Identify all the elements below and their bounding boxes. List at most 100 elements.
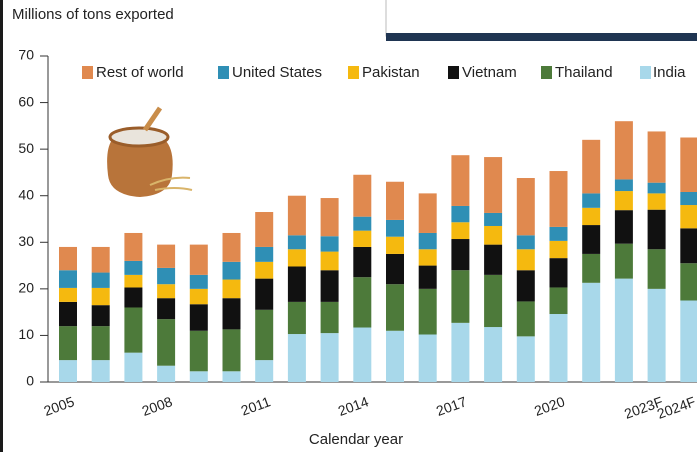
bar-segment xyxy=(320,270,339,302)
bar-segment xyxy=(680,263,697,301)
y-tick-label: 60 xyxy=(18,93,34,109)
bar-segment xyxy=(582,193,601,208)
bar-segment xyxy=(91,305,110,327)
bar-segment xyxy=(549,240,568,259)
bar-segment xyxy=(353,327,372,382)
bar-segment xyxy=(516,249,535,271)
legend-label: Vietnam xyxy=(462,64,517,81)
bar-segment xyxy=(353,230,372,247)
x-tick-label: 2024F xyxy=(655,393,697,422)
bar-segment xyxy=(451,239,470,271)
bar-segment xyxy=(255,261,274,279)
bar-segment xyxy=(124,232,143,261)
legend-swatch xyxy=(448,66,459,79)
bar-segment xyxy=(255,246,274,262)
bar-segment xyxy=(59,270,77,288)
bar-segment xyxy=(451,222,470,240)
bar-segment xyxy=(386,219,404,237)
bar-segment xyxy=(386,330,404,382)
y-tick-label: 30 xyxy=(18,233,34,249)
bar-segment xyxy=(222,371,241,382)
y-tick-label: 0 xyxy=(26,373,34,389)
bar-segment xyxy=(516,270,535,302)
overlay-bar xyxy=(386,33,697,41)
bar-segment xyxy=(287,266,306,302)
bar-segment xyxy=(614,243,633,279)
bar-segment xyxy=(614,121,633,180)
bar-segment xyxy=(320,236,339,252)
bar-segment xyxy=(549,314,568,382)
bar-segment xyxy=(418,193,437,233)
bar-segment xyxy=(418,232,437,250)
bar-segment xyxy=(124,307,143,353)
bar-segment xyxy=(91,246,110,273)
x-axis-title: Calendar year xyxy=(309,431,403,448)
bar-segment xyxy=(59,287,77,302)
bar-segment xyxy=(189,330,208,372)
bar-segment xyxy=(157,319,176,366)
bar-segment xyxy=(680,205,697,229)
bar-segment xyxy=(353,277,372,328)
bar-segment xyxy=(647,131,666,183)
legend-label: Thailand xyxy=(555,64,613,81)
bar-segment xyxy=(222,298,241,330)
bar-segment xyxy=(582,139,601,194)
bar-segment xyxy=(222,232,241,262)
bar-segment xyxy=(91,287,110,306)
bar-segment xyxy=(451,155,470,206)
rice-sack xyxy=(107,106,193,197)
legend-swatch xyxy=(218,66,229,79)
bar-segment xyxy=(124,274,143,288)
bar-segment xyxy=(353,246,372,278)
bar-segment xyxy=(189,288,208,305)
bar-segment xyxy=(549,226,568,241)
bar-segment xyxy=(516,301,535,337)
bar-segment xyxy=(189,244,208,275)
bar-segment xyxy=(287,301,306,335)
bar-segment xyxy=(91,360,110,382)
bar-segment xyxy=(157,365,176,382)
bar-segment xyxy=(91,326,110,361)
bar-segment xyxy=(59,360,77,382)
x-tick-label: 2005 xyxy=(42,393,77,419)
bar-segment xyxy=(418,288,437,335)
bar-segment xyxy=(484,225,503,245)
bar-segment xyxy=(484,244,503,275)
bar-segment xyxy=(287,195,306,236)
bar-segment xyxy=(647,182,666,194)
bar-segment xyxy=(124,287,143,308)
overlay-box xyxy=(385,0,697,37)
bar-segment xyxy=(189,304,208,331)
bar-segment xyxy=(418,334,437,382)
bar-segment xyxy=(386,181,404,220)
y-tick-label: 50 xyxy=(18,140,34,156)
bar-segment xyxy=(222,261,241,280)
bar-segment xyxy=(451,205,470,223)
bar-segment xyxy=(255,212,274,247)
bar-segment xyxy=(353,216,372,231)
legend-swatch xyxy=(348,66,359,79)
bar-segment xyxy=(287,235,306,250)
bar-segment xyxy=(614,179,633,192)
y-tick-label: 70 xyxy=(18,47,34,63)
bar-segment xyxy=(320,333,339,382)
bar-segment xyxy=(647,249,666,289)
bar-segment xyxy=(451,270,470,323)
bar-segment xyxy=(386,253,404,285)
bar-segment xyxy=(549,287,568,315)
bar-segment xyxy=(647,288,666,382)
bar-segment xyxy=(549,258,568,288)
bar-segment xyxy=(614,278,633,382)
bar-segment xyxy=(516,178,535,236)
bar-segment xyxy=(386,236,404,254)
bar-segment xyxy=(418,265,437,289)
bar-segment xyxy=(582,253,601,283)
legend-label: United States xyxy=(232,64,322,81)
legend-label: Rest of world xyxy=(96,64,184,81)
y-tick-label: 20 xyxy=(18,280,34,296)
bar-segment xyxy=(189,371,208,382)
bar-segment xyxy=(255,278,274,310)
bar-segment xyxy=(222,279,241,299)
bar-segment xyxy=(255,309,274,361)
